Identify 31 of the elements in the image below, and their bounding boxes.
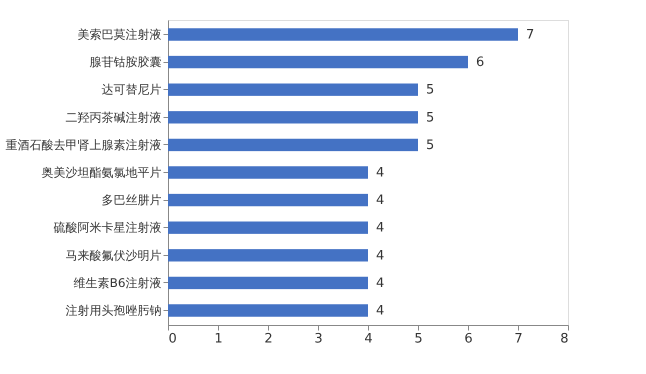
y-tick-label: 重酒石酸去甲肾上腺素注射液 — [6, 138, 162, 152]
y-tick-label: 硫酸阿米卡星注射液 — [54, 220, 162, 235]
data-label: 6 — [476, 55, 484, 70]
data-label: 4 — [376, 304, 384, 319]
x-tick-label: 8 — [560, 332, 568, 346]
x-tick-label: 2 — [264, 332, 273, 346]
x-tick-label: 1 — [214, 332, 223, 346]
y-tick-label: 注射用头孢唑肟钠 — [66, 304, 162, 318]
y-tick-label: 马来酸氟伏沙明片 — [66, 248, 162, 262]
data-label: 7 — [526, 27, 534, 42]
data-label: 4 — [376, 276, 384, 291]
x-tick-label: 0 — [168, 332, 177, 346]
y-tick-label: 达可替尼片 — [102, 82, 162, 97]
x-tick-label: 6 — [464, 332, 473, 346]
data-label: 4 — [376, 220, 384, 236]
x-tick-label: 5 — [414, 332, 423, 346]
data-label: 5 — [426, 138, 434, 153]
data-label: 4 — [376, 248, 384, 264]
y-tick-label: 腺苷钴胺胶囊 — [90, 55, 162, 70]
x-tick-label: 4 — [364, 332, 373, 346]
y-tick-label: 维生素B6注射液 — [74, 276, 162, 290]
y-tick-label: 二羟丙茶碱注射液 — [66, 110, 162, 124]
data-label: 5 — [426, 110, 434, 126]
y-tick-label: 奥美沙坦酯氨氯地平片 — [42, 166, 162, 180]
x-tick-label: 7 — [514, 332, 523, 346]
data-label: 4 — [376, 193, 384, 208]
data-label: 5 — [426, 82, 434, 98]
y-tick-label: 美索巴莫注射液 — [78, 27, 162, 42]
y-tick-label: 多巴丝肼片 — [102, 193, 162, 208]
data-label: 4 — [376, 166, 384, 180]
x-tick-label: 3 — [314, 332, 323, 346]
